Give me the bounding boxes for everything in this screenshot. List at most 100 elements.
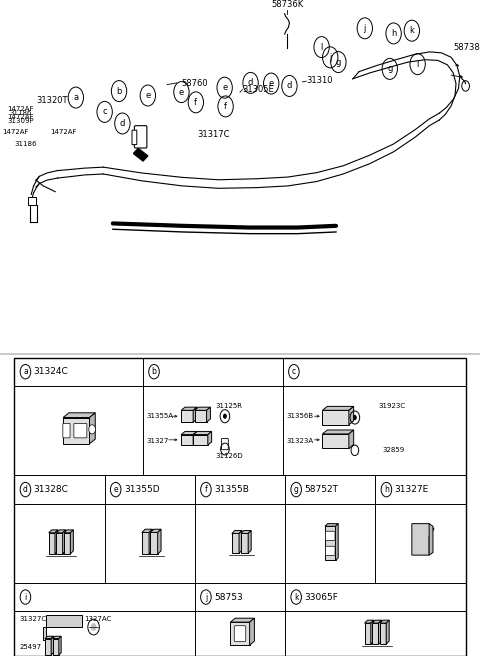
Text: j: j bbox=[329, 53, 331, 62]
Text: f: f bbox=[224, 102, 227, 111]
Circle shape bbox=[353, 415, 357, 420]
Text: j: j bbox=[205, 592, 207, 602]
Text: l: l bbox=[321, 43, 323, 52]
Text: f: f bbox=[204, 485, 207, 494]
Polygon shape bbox=[372, 620, 382, 623]
Polygon shape bbox=[45, 638, 51, 655]
Polygon shape bbox=[239, 531, 242, 553]
FancyBboxPatch shape bbox=[132, 130, 137, 144]
Polygon shape bbox=[248, 531, 251, 553]
Text: g: g bbox=[336, 58, 341, 66]
Text: f: f bbox=[194, 98, 197, 107]
Text: 31356B: 31356B bbox=[287, 413, 314, 419]
Text: e: e bbox=[222, 83, 227, 92]
Polygon shape bbox=[151, 529, 161, 533]
Polygon shape bbox=[57, 533, 62, 554]
Polygon shape bbox=[193, 432, 197, 445]
Polygon shape bbox=[71, 530, 73, 554]
Polygon shape bbox=[43, 627, 46, 640]
Text: 58736K: 58736K bbox=[271, 0, 303, 9]
Polygon shape bbox=[232, 531, 242, 533]
Polygon shape bbox=[323, 406, 354, 410]
Text: 1472AF: 1472AF bbox=[2, 129, 29, 135]
Text: 31324C: 31324C bbox=[34, 367, 68, 376]
Text: j: j bbox=[364, 24, 366, 33]
Polygon shape bbox=[49, 533, 55, 554]
Polygon shape bbox=[151, 533, 157, 554]
Text: d: d bbox=[120, 119, 125, 128]
Text: d: d bbox=[287, 81, 292, 91]
Text: 1472AF: 1472AF bbox=[7, 114, 34, 120]
Text: c: c bbox=[292, 367, 296, 376]
Text: c: c bbox=[102, 108, 107, 116]
Text: g: g bbox=[387, 64, 393, 73]
Polygon shape bbox=[55, 530, 58, 554]
Text: 31327C: 31327C bbox=[19, 616, 47, 622]
Polygon shape bbox=[142, 529, 153, 533]
Polygon shape bbox=[89, 413, 95, 443]
FancyBboxPatch shape bbox=[14, 358, 466, 656]
Polygon shape bbox=[323, 430, 354, 434]
Text: k: k bbox=[294, 592, 299, 602]
Polygon shape bbox=[241, 531, 251, 533]
Polygon shape bbox=[250, 618, 254, 645]
FancyBboxPatch shape bbox=[63, 423, 70, 438]
Text: e: e bbox=[269, 79, 274, 88]
Polygon shape bbox=[349, 406, 354, 424]
Polygon shape bbox=[63, 413, 95, 417]
Polygon shape bbox=[193, 407, 197, 422]
Text: e: e bbox=[145, 91, 150, 100]
Text: 31310: 31310 bbox=[306, 75, 333, 85]
Polygon shape bbox=[230, 622, 250, 645]
Text: 58760: 58760 bbox=[181, 79, 208, 88]
Text: 25497: 25497 bbox=[19, 644, 41, 649]
Text: 31355A: 31355A bbox=[147, 413, 174, 419]
Polygon shape bbox=[208, 432, 212, 445]
Text: 31327E: 31327E bbox=[395, 485, 429, 494]
Circle shape bbox=[91, 623, 96, 631]
Circle shape bbox=[223, 413, 227, 419]
Polygon shape bbox=[194, 410, 206, 422]
Text: 31186: 31186 bbox=[14, 141, 37, 147]
FancyBboxPatch shape bbox=[74, 423, 87, 438]
Text: 31320T: 31320T bbox=[36, 96, 68, 105]
Text: 31317C: 31317C bbox=[197, 131, 230, 139]
Polygon shape bbox=[230, 618, 254, 622]
Polygon shape bbox=[323, 434, 349, 448]
Text: h: h bbox=[391, 29, 396, 38]
Text: 33065F: 33065F bbox=[304, 592, 338, 602]
Polygon shape bbox=[181, 434, 193, 445]
Polygon shape bbox=[336, 523, 338, 560]
FancyBboxPatch shape bbox=[134, 126, 147, 148]
Polygon shape bbox=[325, 526, 336, 560]
Text: 58752T: 58752T bbox=[304, 485, 338, 494]
Polygon shape bbox=[57, 530, 66, 533]
Polygon shape bbox=[372, 623, 378, 644]
FancyBboxPatch shape bbox=[234, 626, 246, 642]
Polygon shape bbox=[380, 620, 389, 623]
Polygon shape bbox=[378, 620, 382, 644]
Text: d: d bbox=[23, 485, 28, 494]
Text: a: a bbox=[73, 93, 78, 102]
Polygon shape bbox=[386, 620, 389, 644]
Text: e: e bbox=[179, 88, 184, 96]
Polygon shape bbox=[232, 533, 239, 553]
Polygon shape bbox=[206, 407, 210, 422]
Text: 31186: 31186 bbox=[10, 110, 32, 116]
Text: 31327: 31327 bbox=[147, 438, 169, 444]
Text: 32859: 32859 bbox=[383, 447, 405, 453]
Polygon shape bbox=[349, 430, 354, 448]
Text: d: d bbox=[248, 79, 253, 87]
Polygon shape bbox=[241, 533, 248, 553]
Text: 58738A: 58738A bbox=[454, 43, 480, 52]
Text: g: g bbox=[294, 485, 299, 494]
Circle shape bbox=[89, 424, 96, 434]
Text: b: b bbox=[152, 367, 156, 376]
Text: 31323A: 31323A bbox=[287, 438, 314, 444]
Polygon shape bbox=[133, 148, 148, 161]
Text: 31328C: 31328C bbox=[34, 485, 69, 494]
Polygon shape bbox=[181, 410, 193, 422]
Polygon shape bbox=[53, 636, 61, 638]
Polygon shape bbox=[64, 530, 73, 533]
Text: e: e bbox=[113, 485, 118, 494]
